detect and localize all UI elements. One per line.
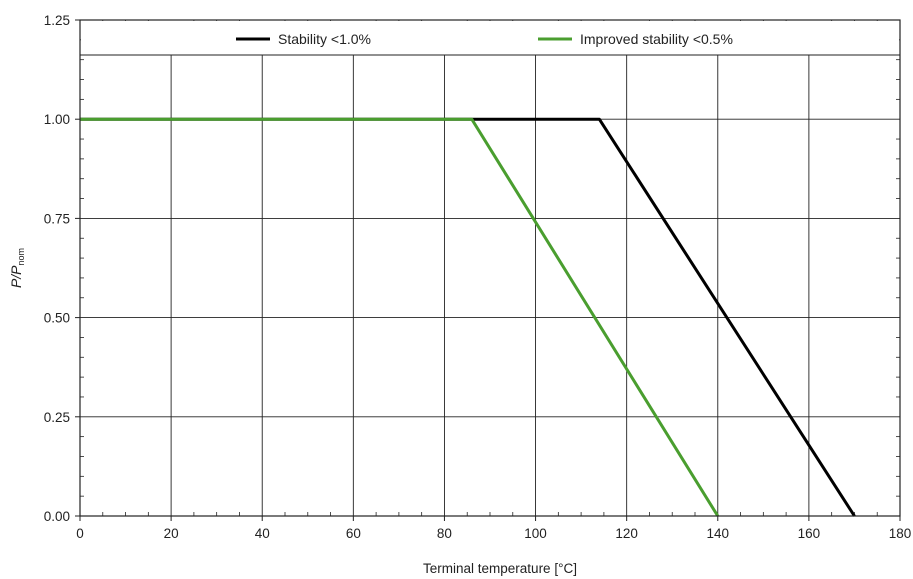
y-tick-label: 0.00 xyxy=(44,509,70,524)
legend-label-1: Stability <1.0% xyxy=(278,31,371,47)
plot-area xyxy=(80,20,900,516)
x-tick-label: 80 xyxy=(437,526,452,541)
x-tick-label: 100 xyxy=(524,526,547,541)
y-tick-label: 1.25 xyxy=(44,13,70,28)
x-tick-label: 140 xyxy=(707,526,730,541)
x-tick-label: 40 xyxy=(255,526,270,541)
legend-label-2: Improved stability <0.5% xyxy=(580,31,733,47)
x-tick-label: 120 xyxy=(615,526,638,541)
x-tick-label: 0 xyxy=(76,526,84,541)
series-layer xyxy=(80,117,856,517)
series-line-2 xyxy=(80,117,720,517)
x-tick-label: 20 xyxy=(164,526,179,541)
y-tick-labels: 0.00 0.25 0.50 0.75 1.00 1.25 xyxy=(44,13,80,524)
y-tick-label: 0.50 xyxy=(44,311,70,326)
y-axis-label: P/Pnom xyxy=(8,248,26,288)
x-tick-label: 60 xyxy=(346,526,361,541)
x-tick-label: 160 xyxy=(798,526,821,541)
x-tick-label: 180 xyxy=(889,526,912,541)
plot-frame xyxy=(79,19,901,517)
legend: Stability <1.0% Improved stability <0.5% xyxy=(236,31,733,47)
y-tick-label: 0.75 xyxy=(44,211,70,226)
x-tick-labels: 0 20 40 60 80 100 120 140 160 180 xyxy=(76,516,911,541)
legend-band xyxy=(81,21,899,55)
y-tick-label: 0.25 xyxy=(44,410,70,425)
y-axis-label-subscript: nom xyxy=(16,248,26,266)
y-tick-label: 1.00 xyxy=(44,112,70,127)
x-axis-label: Terminal temperature [°C] xyxy=(423,561,577,576)
y-axis-label-main: P/P xyxy=(8,265,24,288)
